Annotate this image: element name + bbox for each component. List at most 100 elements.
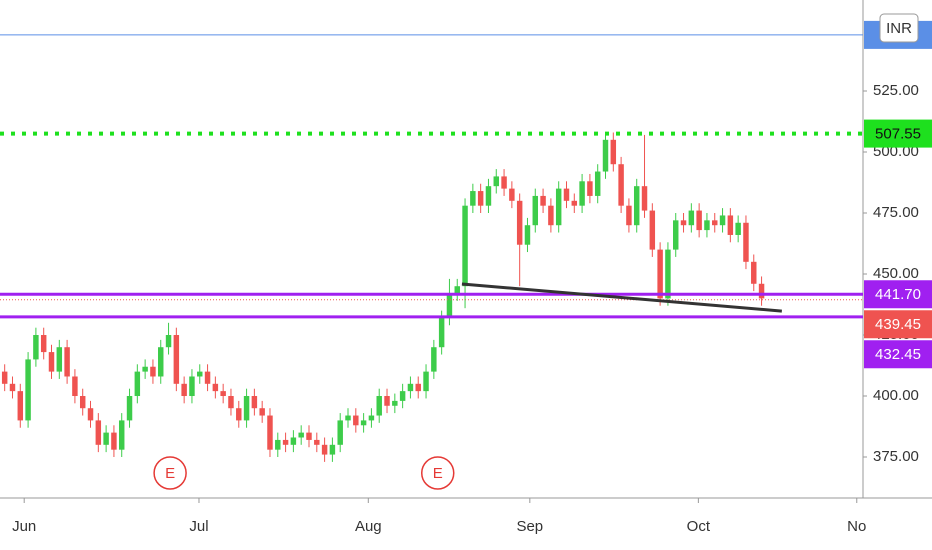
candle-body <box>610 139 617 165</box>
x-tick-label: Sep <box>516 518 543 535</box>
candle-body <box>103 432 109 445</box>
candle-body <box>158 347 164 377</box>
price-label-box <box>864 310 932 339</box>
candle-body <box>275 439 281 450</box>
trend-line <box>461 282 782 313</box>
candle-body <box>688 210 695 226</box>
candle-body <box>641 186 648 211</box>
candle-body <box>758 283 765 299</box>
candle-body <box>446 293 453 318</box>
candle-body <box>48 352 55 372</box>
candle-body <box>696 210 702 231</box>
event-label: E <box>165 465 175 482</box>
candle-body <box>134 371 141 397</box>
price-label: 432.45 <box>875 346 921 363</box>
currency-badge <box>879 13 919 43</box>
candle-body <box>212 383 219 392</box>
candle-body <box>126 396 133 421</box>
candle-body <box>704 220 710 231</box>
candle-body <box>727 215 734 235</box>
candle-body <box>384 396 390 406</box>
candle-body <box>189 376 195 397</box>
candle-body <box>17 391 24 421</box>
candle-body <box>321 444 328 455</box>
candle-body <box>524 225 531 245</box>
currency-label: INR <box>886 20 912 37</box>
candle-body <box>548 205 554 226</box>
candle-body <box>587 181 593 196</box>
candle-body <box>165 335 172 348</box>
price-label-box <box>864 340 932 369</box>
event-marker <box>420 456 455 490</box>
candle-body <box>267 415 273 450</box>
candle-body <box>376 396 382 416</box>
candle-body <box>345 415 351 421</box>
candle-body <box>602 139 609 172</box>
candle-body <box>306 432 312 440</box>
y-tick-label: 375.00 <box>873 448 919 465</box>
candle-body <box>228 396 234 409</box>
candle-body <box>298 432 304 438</box>
candle-body <box>454 286 460 294</box>
candle-body <box>1 371 8 384</box>
candle-body <box>712 220 718 226</box>
candle-body <box>501 176 507 189</box>
y-tick-label: 525.00 <box>873 82 919 99</box>
candle-body <box>516 200 523 245</box>
candle-body <box>462 205 468 287</box>
y-tick-label: 450.00 <box>873 265 919 282</box>
candle-body <box>649 210 656 250</box>
price-label-box <box>864 119 932 148</box>
candle-body <box>407 383 414 392</box>
candle-body <box>150 366 156 377</box>
candle-body <box>555 188 562 226</box>
candle-body <box>111 432 117 450</box>
candle-body <box>204 371 211 384</box>
candle-body <box>329 444 336 455</box>
candle-body <box>618 164 624 206</box>
candle-body <box>532 195 539 226</box>
candle-body <box>243 396 250 421</box>
event-label: E <box>433 465 443 482</box>
candle-body <box>360 420 367 426</box>
candle-body <box>197 371 203 377</box>
candle-body <box>25 359 31 421</box>
candle-body <box>399 391 406 401</box>
x-tick-label: Oct <box>687 518 711 535</box>
candle-body <box>87 408 94 421</box>
candle-body <box>735 222 741 235</box>
candle-body <box>392 400 398 406</box>
candle-body <box>33 335 39 360</box>
candle-body <box>665 249 671 299</box>
candle-body <box>79 396 86 409</box>
candle-body <box>470 191 476 206</box>
candle-body <box>743 222 749 262</box>
y-tick-label: 400.00 <box>873 387 919 404</box>
candle-body <box>236 408 242 421</box>
candle-body <box>40 335 47 353</box>
price-label: 441.70 <box>875 286 921 303</box>
candle-body <box>95 420 102 445</box>
candle-body <box>571 200 578 206</box>
candle-body <box>657 249 663 299</box>
candle-body <box>563 188 570 201</box>
candle-body <box>337 420 343 445</box>
price-label: 439.45 <box>875 316 921 333</box>
candle-body <box>540 195 546 206</box>
candle-body <box>142 366 148 372</box>
x-tick-label: Aug <box>355 518 382 535</box>
candle-body <box>680 220 687 226</box>
y-tick-label: 475.00 <box>873 204 919 221</box>
candle-body <box>438 317 445 348</box>
candle-body <box>353 415 359 426</box>
price-label: 507.55 <box>875 126 921 143</box>
candle-body <box>181 383 187 397</box>
candle-body <box>173 335 180 384</box>
x-tick-label: No <box>847 518 866 535</box>
candle-body <box>485 186 492 206</box>
candle-body <box>751 261 757 284</box>
candle-body <box>118 420 125 450</box>
candle-body <box>64 347 70 377</box>
candle-body <box>423 371 429 392</box>
